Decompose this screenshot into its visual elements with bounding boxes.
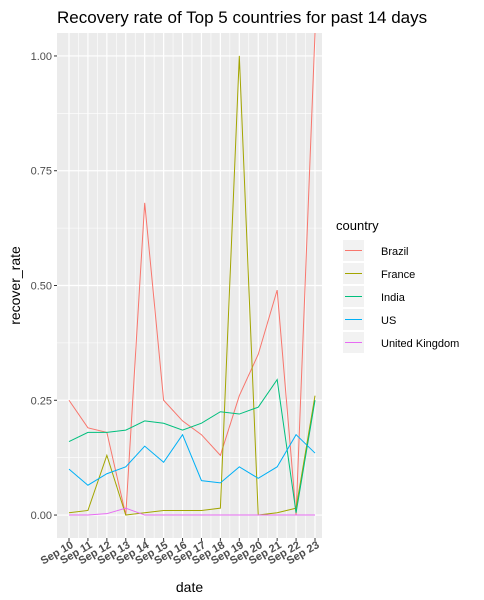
legend: country Brazil France India US United Kingdo… [336, 218, 459, 353]
y-tick-label: 0.00 [31, 510, 52, 522]
legend-title: country [336, 218, 379, 233]
y-tick-label: 0.75 [31, 166, 52, 178]
legend-key-united-kingdom [343, 332, 364, 353]
legend-label-us: US [381, 315, 396, 327]
legend-key-brazil [343, 240, 364, 261]
legend-key-us [343, 309, 364, 330]
legend-label-india: India [381, 292, 406, 304]
series-lines [68, 33, 316, 516]
y-tick-label: 0.50 [31, 281, 52, 293]
x-axis-label: date [176, 579, 203, 595]
series-line-india [68, 378, 316, 513]
grid-major [57, 33, 322, 538]
legend-label-brazil: Brazil [381, 246, 409, 258]
series-line-united-kingdom [69, 507, 315, 516]
series-line-france [68, 55, 316, 516]
legend-label-united-kingdom: United Kingdom [381, 338, 459, 350]
y-tick-label: 1.00 [31, 51, 52, 63]
series-line-brazil [68, 33, 316, 516]
legend-key-india [343, 286, 364, 307]
y-tick-label: 0.25 [31, 395, 52, 407]
y-axis-ticks: 0.00 0.25 0.50 0.75 1.00 [31, 51, 57, 522]
chart-title: Recovery rate of Top 5 countries for pas… [57, 8, 427, 27]
legend-key-france [343, 263, 364, 284]
legend-label-france: France [381, 269, 415, 281]
y-axis-label: recover_rate [7, 246, 23, 325]
series-line-us [68, 433, 316, 486]
